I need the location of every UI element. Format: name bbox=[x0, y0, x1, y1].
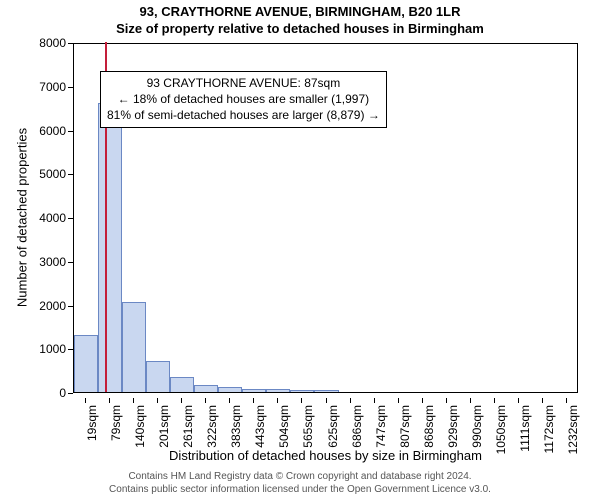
y-tick-mark bbox=[68, 174, 73, 175]
y-tick-label: 6000 bbox=[0, 124, 66, 138]
y-tick-label: 2000 bbox=[0, 299, 66, 313]
x-tick-mark bbox=[229, 398, 230, 403]
x-tick-mark bbox=[566, 398, 567, 403]
y-tick-mark bbox=[68, 393, 73, 394]
y-tick-label: 3000 bbox=[0, 255, 66, 269]
chart-title-line1: 93, CRAYTHORNE AVENUE, BIRMINGHAM, B20 1… bbox=[0, 4, 600, 19]
x-tick-mark bbox=[326, 398, 327, 403]
x-tick-mark bbox=[301, 398, 302, 403]
histogram-bar bbox=[194, 385, 218, 392]
x-tick-label: 929sqm bbox=[446, 405, 460, 448]
y-tick-mark bbox=[68, 131, 73, 132]
chart-title-line2: Size of property relative to detached ho… bbox=[0, 21, 600, 36]
x-tick-label: 261sqm bbox=[181, 405, 195, 448]
histogram-bar bbox=[98, 103, 122, 392]
histogram-bar bbox=[314, 390, 338, 392]
x-tick-label: 140sqm bbox=[133, 405, 147, 448]
x-tick-label: 1232sqm bbox=[566, 405, 580, 454]
y-tick-labels: 010002000300040005000600070008000 bbox=[0, 43, 66, 393]
x-tick-mark bbox=[205, 398, 206, 403]
annotation-line1: 93 CRAYTHORNE AVENUE: 87sqm bbox=[107, 75, 380, 91]
x-tick-mark bbox=[542, 398, 543, 403]
histogram-bar bbox=[122, 302, 146, 392]
x-tick-mark bbox=[277, 398, 278, 403]
x-tick-mark bbox=[374, 398, 375, 403]
y-tick-label: 0 bbox=[0, 386, 66, 400]
x-tick-label: 504sqm bbox=[277, 405, 291, 448]
x-tick-label: 686sqm bbox=[350, 405, 364, 448]
x-tick-label: 625sqm bbox=[326, 405, 340, 448]
y-tick-mark bbox=[68, 218, 73, 219]
x-tick-label: 1111sqm bbox=[518, 405, 532, 452]
footer-text: Contains HM Land Registry data © Crown c… bbox=[0, 470, 600, 496]
x-tick-mark bbox=[109, 398, 110, 403]
y-tick-label: 8000 bbox=[0, 36, 66, 50]
x-tick-mark bbox=[157, 398, 158, 403]
x-tick-labels: 19sqm 79sqm 140sqm 201sqm 261sqm 322sqm 383sqm… bbox=[73, 398, 578, 453]
y-tick-mark bbox=[68, 262, 73, 263]
plot-area: 93 CRAYTHORNE AVENUE: 87sqm← 18% of deta… bbox=[73, 43, 578, 393]
histogram-bar bbox=[290, 390, 314, 392]
x-tick-label: 1050sqm bbox=[494, 405, 508, 454]
y-tick-label: 5000 bbox=[0, 167, 66, 181]
x-tick-label: 19sqm bbox=[85, 405, 99, 441]
x-tick-mark bbox=[422, 398, 423, 403]
x-tick-mark bbox=[494, 398, 495, 403]
x-tick-label: 990sqm bbox=[470, 405, 484, 448]
x-tick-label: 443sqm bbox=[253, 405, 267, 448]
y-tick-mark bbox=[68, 87, 73, 88]
x-tick-label: 79sqm bbox=[109, 405, 123, 441]
x-tick-label: 807sqm bbox=[398, 405, 412, 448]
histogram-bar bbox=[218, 387, 242, 392]
histogram-bar bbox=[266, 389, 290, 392]
x-tick-mark bbox=[181, 398, 182, 403]
x-tick-mark bbox=[133, 398, 134, 403]
histogram-bar bbox=[146, 361, 170, 392]
x-tick-label: 383sqm bbox=[229, 405, 243, 448]
y-tick-label: 1000 bbox=[0, 342, 66, 356]
x-axis-label: Distribution of detached houses by size … bbox=[73, 448, 578, 463]
x-tick-mark bbox=[446, 398, 447, 403]
x-tick-mark bbox=[253, 398, 254, 403]
annotation-line2: ← 18% of detached houses are smaller (1,… bbox=[107, 91, 380, 107]
histogram-bar bbox=[74, 335, 98, 392]
histogram-bar bbox=[242, 389, 266, 393]
x-tick-mark bbox=[518, 398, 519, 403]
annotation-line3: 81% of semi-detached houses are larger (… bbox=[107, 107, 380, 123]
x-tick-label: 565sqm bbox=[301, 405, 315, 448]
y-tick-mark bbox=[68, 349, 73, 350]
x-tick-mark bbox=[85, 398, 86, 403]
annotation-box: 93 CRAYTHORNE AVENUE: 87sqm← 18% of deta… bbox=[100, 71, 387, 128]
y-tick-mark bbox=[68, 306, 73, 307]
x-tick-label: 747sqm bbox=[374, 405, 388, 448]
x-tick-label: 1172sqm bbox=[542, 405, 556, 453]
x-tick-mark bbox=[398, 398, 399, 403]
x-tick-label: 322sqm bbox=[205, 405, 219, 448]
y-tick-mark bbox=[68, 43, 73, 44]
x-tick-mark bbox=[470, 398, 471, 403]
y-tick-label: 4000 bbox=[0, 211, 66, 225]
histogram-bar bbox=[170, 377, 194, 392]
x-tick-label: 868sqm bbox=[422, 405, 436, 448]
y-tick-label: 7000 bbox=[0, 80, 66, 94]
x-tick-mark bbox=[350, 398, 351, 403]
x-tick-label: 201sqm bbox=[157, 405, 171, 448]
footer-line2: Contains public sector information licen… bbox=[0, 483, 600, 496]
chart-container: 93, CRAYTHORNE AVENUE, BIRMINGHAM, B20 1… bbox=[0, 0, 600, 500]
footer-line1: Contains HM Land Registry data © Crown c… bbox=[0, 470, 600, 483]
